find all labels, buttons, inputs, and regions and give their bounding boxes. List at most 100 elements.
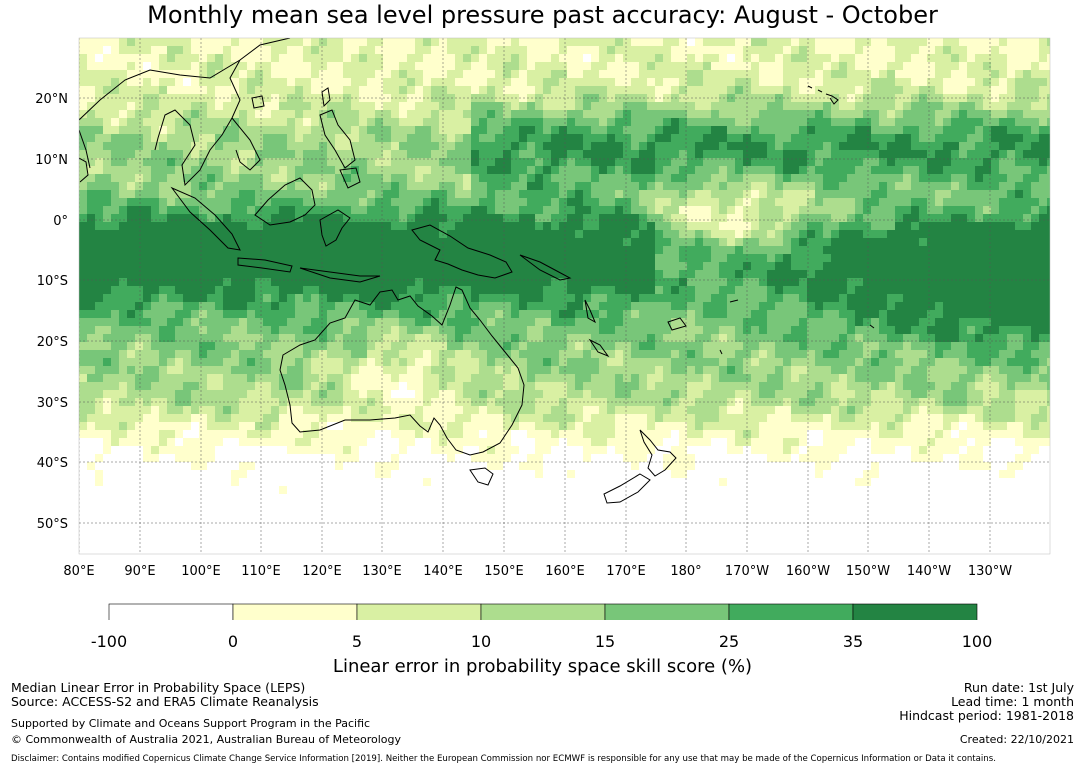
skill-cell	[455, 246, 463, 254]
skill-cell	[695, 342, 703, 350]
skill-cell	[575, 270, 583, 278]
skill-cell	[1007, 350, 1015, 358]
skill-cell	[479, 382, 487, 390]
skill-cell	[271, 166, 279, 174]
skill-cell	[199, 190, 207, 198]
skill-cell	[879, 158, 887, 166]
skill-cell	[383, 158, 391, 166]
skill-cell	[567, 230, 575, 238]
skill-cell	[391, 366, 399, 374]
skill-cell	[815, 150, 823, 158]
skill-cell	[815, 110, 823, 118]
skill-cell	[119, 278, 127, 286]
skill-cell	[383, 342, 391, 350]
skill-cell	[343, 318, 351, 326]
skill-cell	[503, 142, 511, 150]
skill-cell	[263, 366, 271, 374]
skill-cell	[535, 70, 543, 78]
skill-cell	[703, 342, 711, 350]
skill-cell	[567, 366, 575, 374]
skill-cell	[327, 206, 335, 214]
skill-cell	[495, 238, 503, 246]
skill-cell	[535, 174, 543, 182]
skill-cell	[567, 286, 575, 294]
skill-cell	[999, 150, 1007, 158]
skill-cell	[783, 262, 791, 270]
skill-cell	[423, 118, 431, 126]
skill-cell	[431, 334, 439, 342]
skill-cell	[583, 238, 591, 246]
skill-cell	[959, 374, 967, 382]
skill-cell	[103, 118, 111, 126]
skill-cell	[999, 246, 1007, 254]
skill-cell	[567, 182, 575, 190]
skill-cell	[855, 350, 863, 358]
skill-cell	[503, 294, 511, 302]
skill-cell	[807, 62, 815, 70]
skill-cell	[519, 222, 527, 230]
skill-cell	[175, 262, 183, 270]
skill-cell	[839, 254, 847, 262]
skill-cell	[927, 166, 935, 174]
skill-cell	[999, 374, 1007, 382]
skill-cell	[783, 158, 791, 166]
skill-cell	[143, 294, 151, 302]
skill-cell	[391, 102, 399, 110]
skill-cell	[847, 190, 855, 198]
skill-cell	[959, 134, 967, 142]
skill-cell	[359, 350, 367, 358]
skill-cell	[479, 174, 487, 182]
skill-cell	[703, 366, 711, 374]
skill-cell	[359, 54, 367, 62]
skill-cell	[175, 350, 183, 358]
skill-cell	[79, 390, 87, 398]
skill-cell	[175, 302, 183, 310]
skill-cell	[95, 182, 103, 190]
skill-cell	[935, 246, 943, 254]
skill-cell	[263, 270, 271, 278]
skill-cell	[143, 382, 151, 390]
skill-cell	[159, 318, 167, 326]
skill-cell	[471, 302, 479, 310]
skill-cell	[631, 334, 639, 342]
skill-cell	[983, 382, 991, 390]
skill-cell	[463, 382, 471, 390]
skill-cell	[759, 262, 767, 270]
skill-cell	[527, 166, 535, 174]
skill-cell	[143, 318, 151, 326]
skill-cell	[447, 350, 455, 358]
skill-cell	[415, 230, 423, 238]
skill-cell	[271, 158, 279, 166]
skill-cell	[471, 182, 479, 190]
skill-cell	[879, 262, 887, 270]
skill-cell	[519, 326, 527, 334]
skill-cell	[783, 166, 791, 174]
skill-cell	[159, 182, 167, 190]
skill-cell	[543, 350, 551, 358]
skill-cell	[383, 214, 391, 222]
skill-cell	[735, 278, 743, 286]
skill-cell	[543, 366, 551, 374]
skill-cell	[815, 174, 823, 182]
skill-cell	[415, 238, 423, 246]
skill-cell	[1031, 182, 1039, 190]
skill-cell	[559, 86, 567, 94]
skill-cell	[175, 182, 183, 190]
skill-cell	[175, 238, 183, 246]
skill-cell	[927, 302, 935, 310]
skill-cell	[711, 358, 719, 366]
skill-cell	[263, 134, 271, 142]
skill-cell	[847, 326, 855, 334]
skill-cell	[479, 342, 487, 350]
skill-cell	[511, 358, 519, 366]
skill-cell	[527, 134, 535, 142]
skill-cell	[127, 238, 135, 246]
skill-cell	[863, 174, 871, 182]
skill-cell	[103, 294, 111, 302]
skill-cell	[719, 358, 727, 366]
skill-cell	[1007, 78, 1015, 86]
skill-cell	[719, 70, 727, 78]
skill-cell	[335, 214, 343, 222]
skill-cell	[623, 262, 631, 270]
skill-cell	[903, 198, 911, 206]
